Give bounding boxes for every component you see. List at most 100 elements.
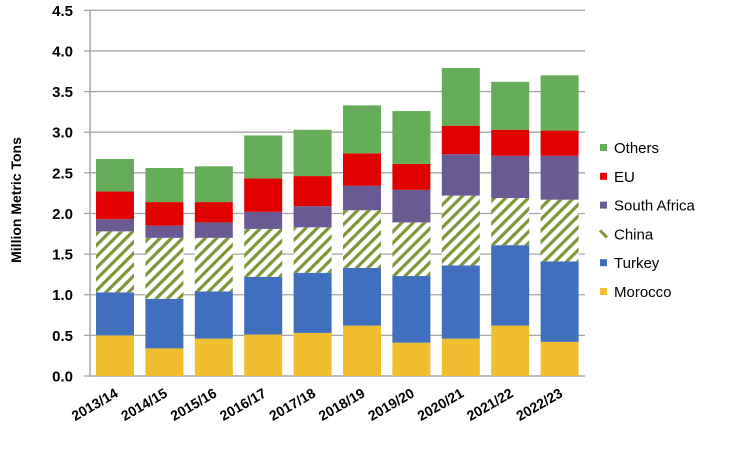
bar-segment-eu [145, 202, 184, 226]
bar-segment-eu [244, 178, 283, 212]
x-tick-label: 2017/18 [266, 385, 318, 424]
x-tick-labels: 2013/142014/152015/162016/172017/182018/… [69, 385, 566, 424]
bar-segment-south-africa [244, 211, 283, 229]
legend-swatch [598, 229, 609, 239]
legend-swatch [600, 288, 607, 295]
bar-segment-morocco [194, 338, 233, 376]
y-tick-label: 2.0 [52, 206, 73, 223]
bar-segment-turkey [96, 292, 134, 336]
bar-segment-morocco [540, 341, 579, 376]
bar-segment-south-africa [540, 155, 579, 200]
bar-segment-south-africa [343, 185, 381, 211]
bar-segment-eu [491, 129, 530, 156]
y-tick-label: 4.0 [52, 43, 73, 60]
x-tick-label: 2022/23 [513, 385, 565, 424]
legend-item-others: Others [600, 140, 659, 157]
bar-segment-china [145, 237, 184, 299]
legend-item-turkey: Turkey [600, 255, 660, 272]
y-tick-label: 2.5 [52, 165, 73, 182]
legend-label: Morocco [614, 284, 672, 301]
bar-segment-china [540, 199, 579, 262]
bar-segment-eu [441, 125, 480, 155]
x-tick-label: 2020/21 [414, 385, 466, 424]
bar-segment-morocco [293, 332, 332, 376]
x-tick-label: 2015/16 [167, 385, 219, 424]
y-tick-labels: 0.0 0.5 1.0 1.5 2.0 2.5 3.0 3.5 4.0 4.5 [52, 3, 73, 386]
y-tick-label: 1.5 [52, 247, 73, 264]
bar-stack-2013-14 [96, 159, 134, 376]
x-tick-label: 2016/17 [217, 385, 269, 424]
bar-segment-china [293, 227, 332, 273]
bar-segment-china [244, 228, 283, 277]
y-tick-label: 0.0 [52, 369, 73, 386]
bar-segment-turkey [145, 298, 184, 349]
bar-segment-others [392, 111, 431, 164]
bar-segment-south-africa [491, 155, 530, 199]
bar-segment-others [343, 105, 381, 154]
bar-segment-others [293, 129, 332, 177]
bar-segment-south-africa [145, 225, 184, 238]
bar-segment-eu [343, 153, 381, 186]
bar-segment-morocco [491, 325, 530, 376]
bar-segment-others [491, 81, 530, 130]
bar-segment-turkey [441, 265, 480, 339]
bar-segment-morocco [441, 338, 480, 376]
bar-segment-south-africa [96, 219, 134, 232]
bar-stack-2015-16 [194, 166, 233, 376]
bar-segment-others [540, 75, 579, 131]
bar-segment-eu [540, 130, 579, 156]
y-tick-label: 3.5 [52, 84, 73, 101]
bar-segment-eu [392, 163, 431, 190]
y-tick-label: 4.5 [52, 3, 73, 20]
x-tick-label: 2013/14 [69, 385, 121, 424]
bar-stack-2018-19 [343, 105, 381, 376]
y-tick-label: 0.5 [52, 328, 73, 345]
bar-segment-others [441, 67, 480, 126]
bar-segment-morocco [244, 334, 283, 376]
bar-segment-turkey [540, 261, 579, 342]
bar-segment-others [96, 159, 134, 192]
legend-label: EU [614, 169, 635, 186]
bar-segment-morocco [392, 342, 431, 376]
bar-segment-eu [293, 176, 332, 207]
bar-segment-eu [96, 191, 134, 220]
bar-segment-others [194, 166, 233, 203]
bar-segment-south-africa [441, 154, 480, 196]
bars [96, 67, 579, 376]
bar-segment-south-africa [293, 206, 332, 228]
y-tick-label: 3.0 [52, 125, 73, 142]
bar-segment-china [441, 195, 480, 266]
bar-stack-2014-15 [145, 167, 184, 376]
y-tick-label: 1.0 [52, 287, 73, 304]
bar-segment-turkey [343, 267, 381, 326]
bar-segment-others [244, 135, 283, 179]
x-tick-label: 2019/20 [365, 385, 417, 424]
legend-label: China [614, 226, 654, 243]
y-axis-title: Million Metric Tons [8, 137, 24, 263]
bar-segment-turkey [491, 245, 530, 326]
bar-stack-2021-22 [491, 81, 530, 376]
bar-segment-turkey [194, 291, 233, 339]
bar-stack-2016-17 [244, 135, 283, 376]
bar-segment-china [194, 237, 233, 292]
legend-label: Turkey [614, 255, 660, 272]
bar-segment-turkey [392, 276, 431, 343]
bar-segment-turkey [293, 272, 332, 333]
bar-segment-eu [194, 202, 233, 223]
bar-segment-morocco [145, 348, 184, 376]
legend: Others EU South Africa China Turkey Morocco [598, 140, 696, 301]
legend-label: South Africa [614, 198, 696, 215]
legend-item-china: China [598, 226, 654, 243]
legend-item-south-africa: South Africa [600, 198, 696, 215]
bar-stack-2019-20 [392, 111, 431, 376]
legend-swatch [600, 259, 607, 267]
x-tick-label: 2021/22 [464, 385, 516, 424]
bar-segment-others [145, 167, 184, 203]
legend-item-eu: EU [600, 169, 635, 186]
bar-segment-south-africa [392, 189, 431, 223]
bar-stack-2020-21 [441, 67, 480, 376]
bar-segment-china [343, 210, 381, 268]
x-tick-label: 2018/19 [316, 385, 368, 424]
bar-segment-china [491, 198, 530, 246]
